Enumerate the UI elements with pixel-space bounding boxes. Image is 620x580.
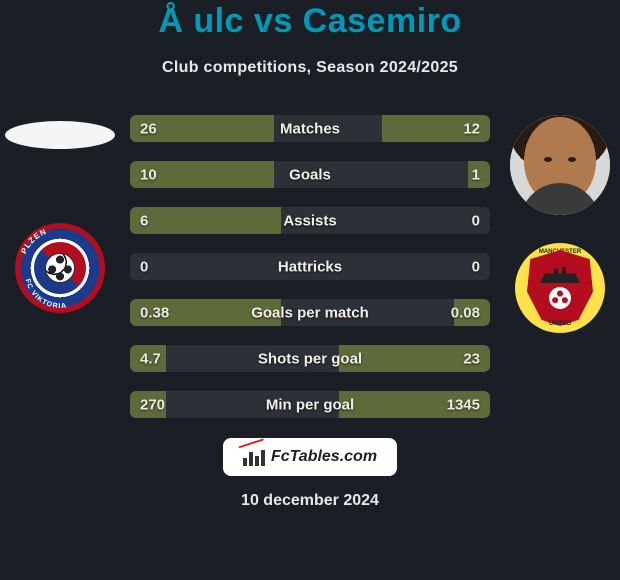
subtitle: Club competitions, Season 2024/2025 [162, 59, 458, 77]
svg-text:PLZEN: PLZEN [19, 227, 48, 256]
stat-value-right: 0 [472, 212, 480, 229]
club-badge-text-icon: PLZEN FC VIKTORIA [15, 223, 105, 313]
stat-value-left: 26 [140, 120, 157, 137]
stat-label: Goals [289, 166, 331, 183]
stat-row: 6 0 Assists [130, 207, 490, 234]
left-player-column: PLZEN FC VIKTORIA [0, 115, 120, 313]
stat-row: 26 12 Matches [130, 115, 490, 142]
stat-value-right: 1345 [447, 396, 480, 413]
stat-label: Shots per goal [258, 350, 362, 367]
player-right-avatar [510, 115, 610, 215]
stat-bars: 2612Matches101Goals60Assists00Hattricks0… [120, 115, 500, 418]
badge-text-bottom: UNITED [549, 321, 571, 327]
player-right-club-badge: MANCHESTER UNITED [515, 243, 605, 333]
stat-label: Matches [280, 120, 340, 137]
stat-row: 10 1 Goals [130, 161, 490, 188]
stat-row: 0.38 0.08 Goals per match [130, 299, 490, 326]
stat-value-right: 1 [472, 166, 480, 183]
stat-value-right: 0 [472, 258, 480, 275]
stat-value-right: 12 [463, 120, 480, 137]
footer: FcTables.com 10 december 2024 [223, 438, 397, 510]
stat-row: 4.7 23 Shots per goal [130, 345, 490, 372]
player-left-club-badge: PLZEN FC VIKTORIA [15, 223, 105, 313]
stat-value-left: 0 [140, 258, 148, 275]
player-left-avatar [5, 121, 115, 149]
svg-text:FC VIKTORIA: FC VIKTORIA [24, 278, 68, 310]
stat-label: Min per goal [266, 396, 354, 413]
stat-value-left: 0.38 [140, 304, 169, 321]
right-player-column: MANCHESTER UNITED [500, 115, 620, 333]
stat-row: 0 0 Hattricks [130, 253, 490, 280]
stat-value-right: 0.08 [451, 304, 480, 321]
chart-icon [243, 448, 265, 466]
title: Å ulc vs Casemiro [158, 2, 461, 41]
stat-value-left: 4.7 [140, 350, 161, 367]
stat-row: 270 1345 Min per goal [130, 391, 490, 418]
comparison-card: Å ulc vs Casemiro Club competitions, Sea… [0, 0, 620, 580]
comparison-body: PLZEN FC VIKTORIA 26 12 Matches 10 1 Goals 6 0 A… [0, 115, 620, 418]
stat-label: Hattricks [278, 258, 342, 275]
stat-value-right: 23 [463, 350, 480, 367]
stat-value-left: 6 [140, 212, 148, 229]
brand-text: FcTables.com [271, 448, 377, 466]
stat-value-left: 270 [140, 396, 165, 413]
stat-value-left: 10 [140, 166, 157, 183]
date: 10 december 2024 [241, 492, 379, 510]
stat-label: Goals per match [251, 304, 369, 321]
stat-fill-left [130, 207, 281, 234]
brand-logo[interactable]: FcTables.com [223, 438, 397, 476]
stat-label: Assists [283, 212, 336, 229]
